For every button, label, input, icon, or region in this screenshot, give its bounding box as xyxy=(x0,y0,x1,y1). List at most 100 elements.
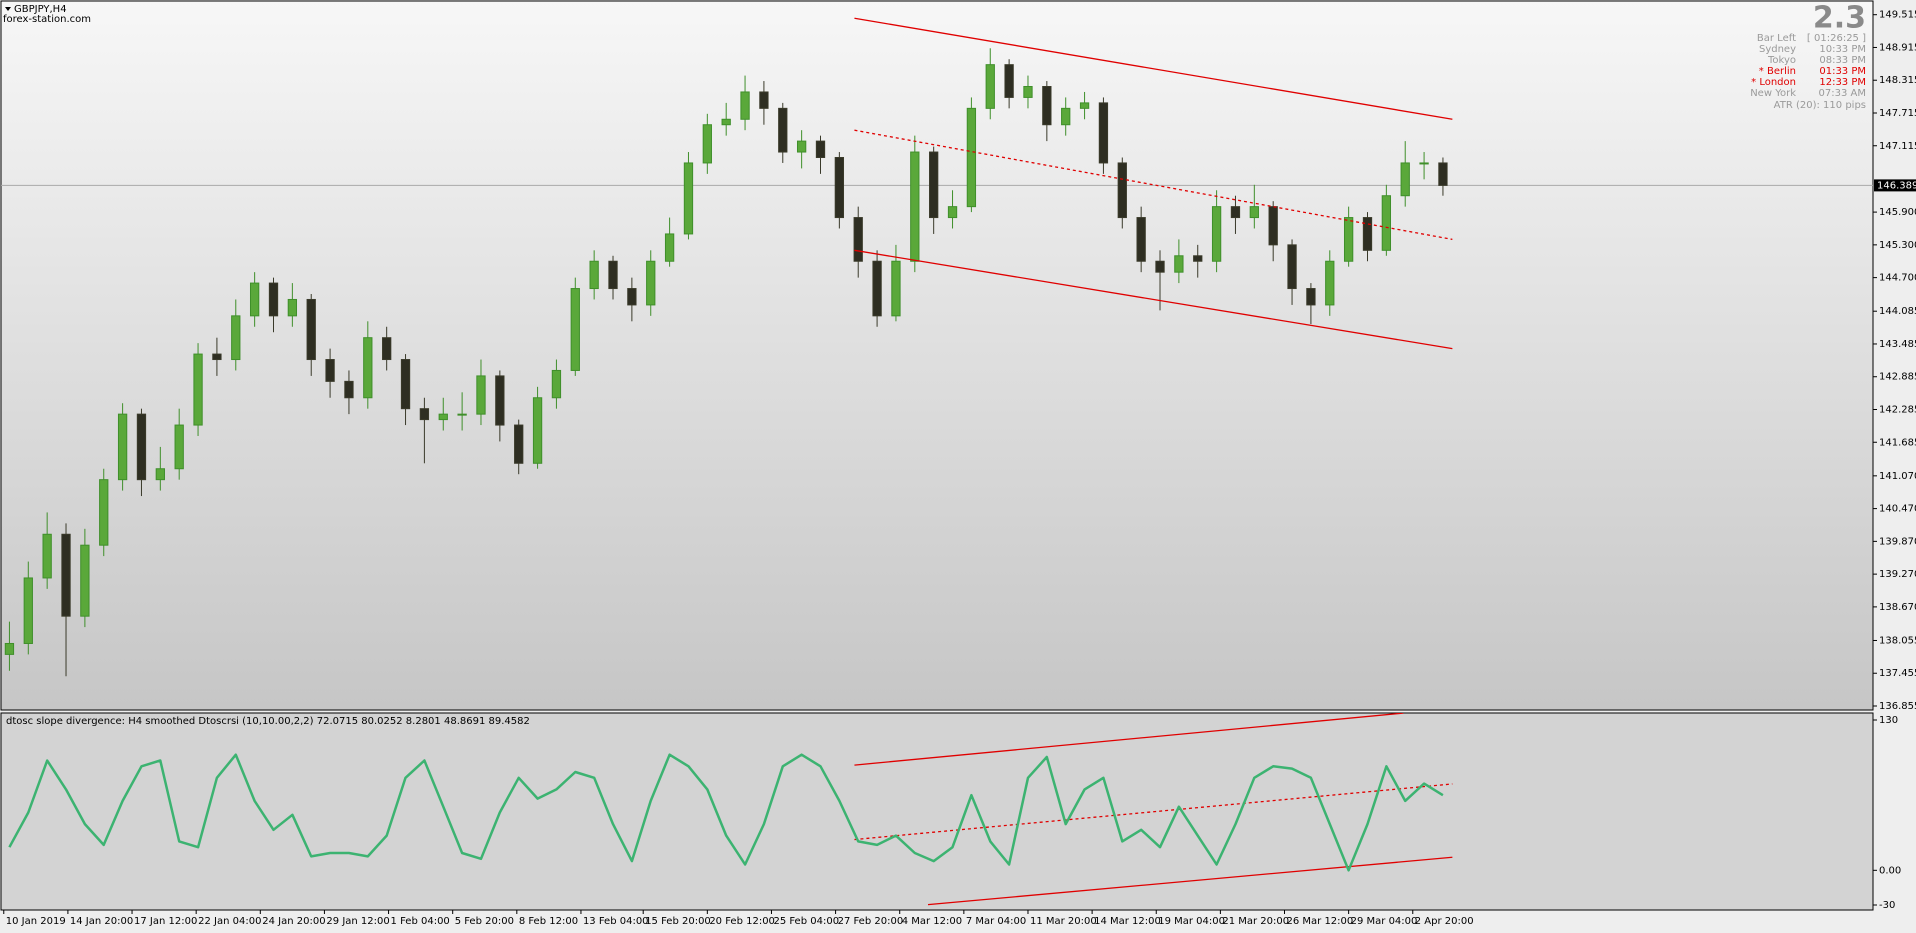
y-tick-label: 138.055 xyxy=(1879,635,1916,646)
candle-body xyxy=(1306,288,1316,306)
candle-body xyxy=(1042,86,1052,126)
y-tick-label: 144.085 xyxy=(1879,306,1916,317)
watermark: forex-station.com xyxy=(3,14,91,25)
candle-body xyxy=(155,468,165,481)
candle-body xyxy=(4,642,15,655)
price-panel xyxy=(0,0,1874,711)
candle-body xyxy=(646,260,656,306)
x-tick-label: 25 Feb 04:00 xyxy=(773,916,839,927)
y-tick-label: 147.115 xyxy=(1879,141,1916,152)
candle-body xyxy=(1343,217,1354,262)
x-tick-label: 29 Mar 04:00 xyxy=(1351,916,1418,927)
x-tick-label: 2 Apr 20:00 xyxy=(1415,916,1474,927)
candle-body xyxy=(1004,64,1014,98)
info-label: Bar Left xyxy=(1757,33,1796,44)
candle-body xyxy=(1268,206,1278,246)
x-tick-label: 29 Jan 12:00 xyxy=(326,916,389,927)
candle-body xyxy=(532,397,543,464)
y-tick-label: -30 xyxy=(1879,900,1895,911)
candle-body xyxy=(419,408,430,421)
candle-body xyxy=(514,424,524,464)
x-tick-label: 27 Feb 20:00 xyxy=(838,916,904,927)
info-value: [ 01:26:25 ] xyxy=(1807,33,1866,44)
candle-body xyxy=(1079,102,1090,109)
candle-body xyxy=(1230,206,1241,219)
candle-body xyxy=(1211,206,1222,262)
candle-body xyxy=(853,217,863,262)
candle-body xyxy=(1098,102,1109,164)
candle-body xyxy=(815,140,826,158)
oscillator-panel xyxy=(0,712,1874,911)
info-value: 01:33 PM xyxy=(1819,66,1866,77)
candle-body xyxy=(683,162,694,235)
oscillator-line xyxy=(8,753,1444,872)
x-tick-label: 19 Mar 04:00 xyxy=(1158,916,1225,927)
candle-body xyxy=(966,107,977,208)
y-tick-label: 142.885 xyxy=(1879,372,1916,383)
candle-body xyxy=(136,413,147,481)
candle-body xyxy=(1400,162,1410,197)
symbol-title: GBPJPY,H4 xyxy=(14,4,67,15)
x-tick-label: 26 Mar 12:00 xyxy=(1287,916,1354,927)
candle-body xyxy=(740,91,750,120)
candle-body xyxy=(231,315,241,361)
x-tick-label: 22 Jan 04:00 xyxy=(198,916,261,927)
candle-body xyxy=(796,140,807,153)
spread-value: 2.3 xyxy=(1813,1,1866,36)
candle-body xyxy=(117,413,128,481)
candle-body xyxy=(570,288,580,371)
indicator-title: dtosc slope divergence: H4 smoothed Dtos… xyxy=(6,716,530,727)
candle-body xyxy=(929,151,939,219)
candle-body xyxy=(721,118,731,126)
info-label: Tokyo xyxy=(1767,55,1796,66)
trendline xyxy=(854,249,1453,350)
candle-body xyxy=(457,413,467,416)
x-tick-label: 20 Feb 12:00 xyxy=(709,916,775,927)
y-tick-label: 145.300 xyxy=(1879,240,1916,251)
candle-body xyxy=(212,353,222,361)
trendline xyxy=(854,783,1453,841)
candle-body xyxy=(778,107,788,153)
candle-body xyxy=(891,260,901,317)
x-tick-label: 4 Mar 12:00 xyxy=(902,916,962,927)
candle-body xyxy=(1117,162,1127,219)
y-tick-label: 139.870 xyxy=(1879,536,1916,547)
candle-body xyxy=(1249,206,1259,219)
current-price-box xyxy=(1874,179,1916,192)
candle-body xyxy=(664,233,675,262)
candle-body xyxy=(495,375,505,426)
x-tick-label: 10 Jan 2019 xyxy=(6,916,66,927)
y-tick-label: 130 xyxy=(1879,715,1898,726)
candle-body xyxy=(61,533,71,617)
candle-body xyxy=(249,282,260,317)
current-price-label: 146.389 xyxy=(1877,180,1916,191)
candle-body xyxy=(627,288,637,306)
x-tick-label: 24 Jan 20:00 xyxy=(262,916,325,927)
candle-body xyxy=(1381,195,1392,251)
y-tick-label: 141.685 xyxy=(1879,437,1916,448)
candle-body xyxy=(268,282,279,317)
y-tick-label: 138.670 xyxy=(1879,602,1916,613)
x-tick-label: 21 Mar 20:00 xyxy=(1222,916,1289,927)
y-tick-label: 148.315 xyxy=(1879,75,1916,86)
x-tick-label: 15 Feb 20:00 xyxy=(645,916,711,927)
candle-body xyxy=(1061,107,1071,126)
y-tick-label: 143.485 xyxy=(1879,339,1916,350)
candle-body xyxy=(834,156,845,219)
x-tick-label: 7 Mar 04:00 xyxy=(966,916,1026,927)
x-tick-label: 14 Jan 20:00 xyxy=(70,916,133,927)
info-value: 10:33 PM xyxy=(1819,44,1866,55)
y-tick-label: 145.900 xyxy=(1879,207,1916,218)
info-value: 08:33 PM xyxy=(1819,55,1866,66)
candle-body xyxy=(23,577,33,644)
candle-body xyxy=(1023,86,1033,98)
candle-body xyxy=(551,369,562,399)
menu-triangle[interactable] xyxy=(5,7,11,11)
candle-body xyxy=(985,64,995,109)
candle-body xyxy=(325,359,335,382)
candle-body xyxy=(1193,255,1203,262)
y-tick-label: 144.700 xyxy=(1879,273,1916,284)
oscillator-plot xyxy=(8,713,1453,906)
candle-body xyxy=(1419,162,1429,165)
